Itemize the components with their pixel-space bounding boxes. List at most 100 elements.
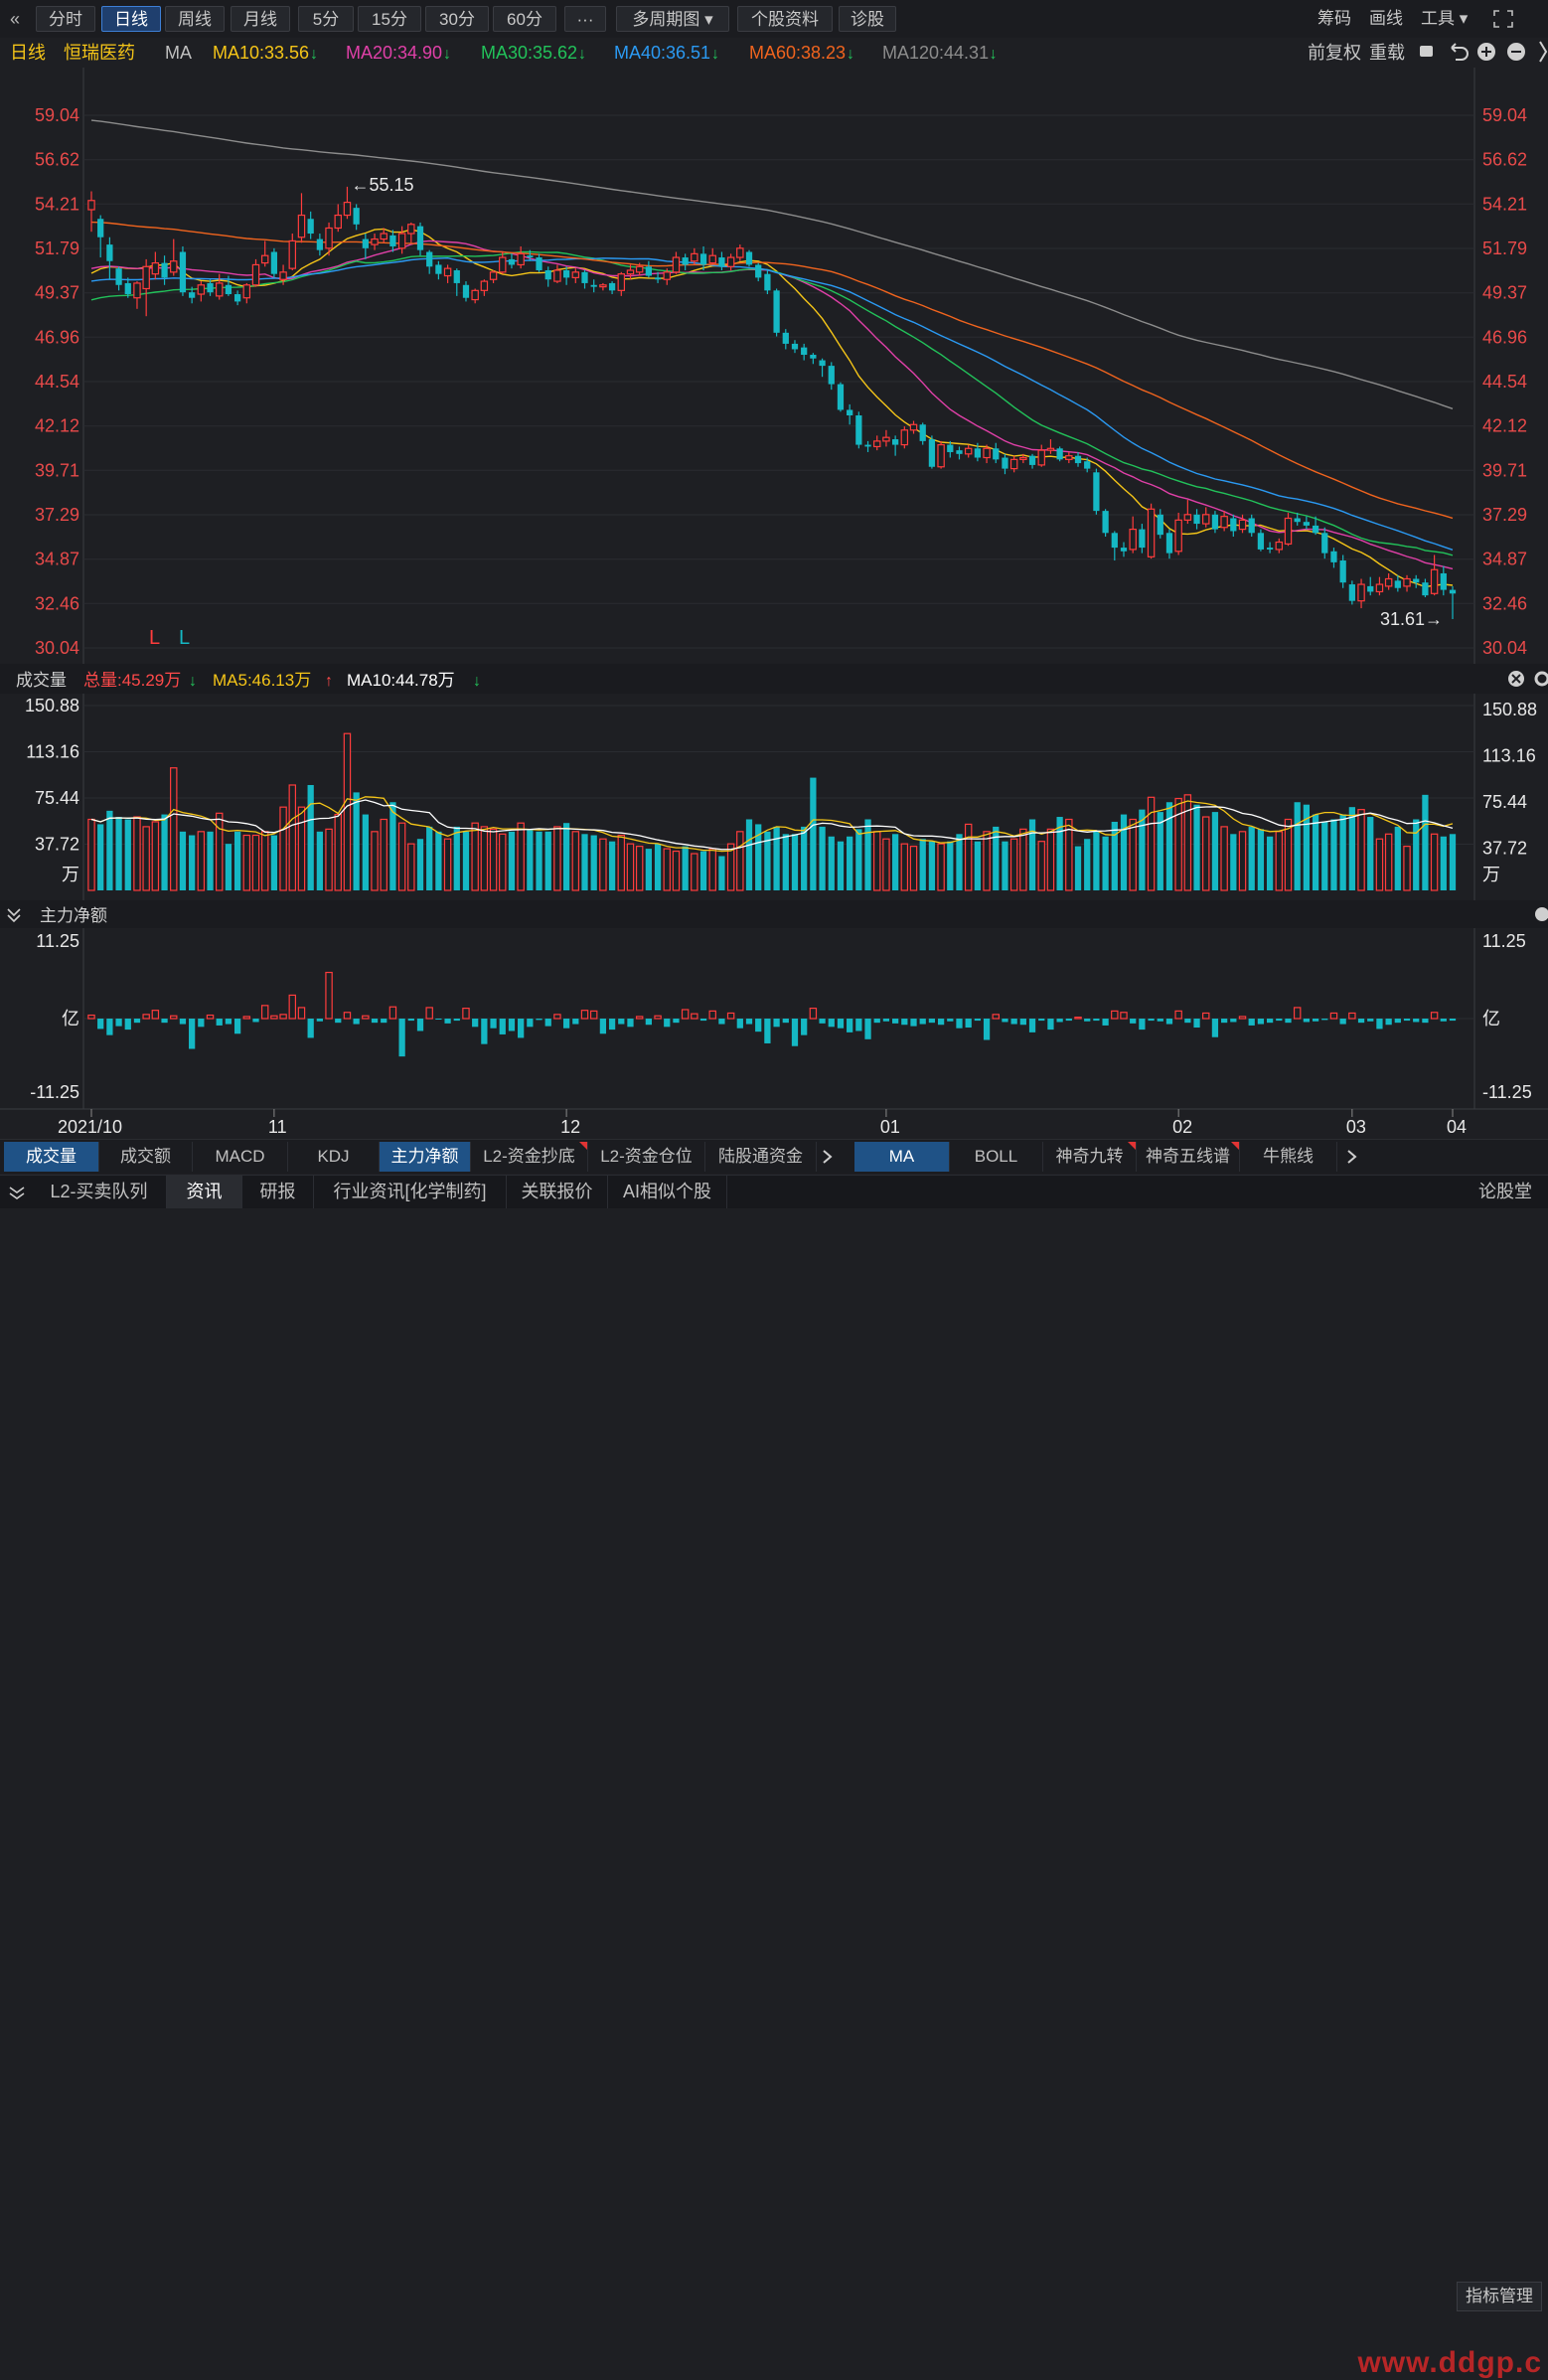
intraday-button[interactable]: 分时 bbox=[36, 6, 95, 32]
price-tick-left: 46.96 bbox=[35, 327, 79, 347]
price-tick-right: 46.96 bbox=[1482, 327, 1527, 347]
flow-bar-negative bbox=[133, 1019, 141, 1024]
close-flow-icon[interactable] bbox=[1535, 907, 1548, 921]
candle-body-up bbox=[626, 269, 635, 275]
multi-period-button[interactable]: 多周期图 ▾ bbox=[616, 6, 729, 32]
bottom-tab-2[interactable]: 研报 bbox=[242, 1176, 314, 1208]
volume-bar-down bbox=[654, 844, 662, 890]
candle-body-up bbox=[736, 247, 744, 258]
indicator-tab-2[interactable]: MACD bbox=[193, 1142, 288, 1172]
flow-bar-negative bbox=[664, 1019, 671, 1028]
flow-bar-negative bbox=[453, 1019, 460, 1022]
candle-body-up bbox=[407, 224, 415, 235]
volume-bar-up bbox=[1174, 797, 1182, 891]
volume-tick-right: 37.72 bbox=[1482, 839, 1527, 859]
flow-bar-positive bbox=[726, 1012, 735, 1020]
indicator-tab-4[interactable]: 主力净额 bbox=[380, 1142, 471, 1172]
indicator-tab-7[interactable]: 陆股通资金 bbox=[705, 1142, 817, 1172]
indicator-tab-3[interactable]: KDJ bbox=[288, 1142, 380, 1172]
bottom-tab-4[interactable]: 关联报价 bbox=[507, 1176, 608, 1208]
flow-bar-negative bbox=[1056, 1019, 1063, 1023]
chart-area[interactable]: 日线 恒瑞医药 MA MA10:33.56 ↓ MA20:34.90 ↓ MA30:35.62… bbox=[0, 38, 1548, 1139]
flow-bar-negative bbox=[1394, 1019, 1401, 1024]
5min-button[interactable]: 5分 bbox=[298, 6, 354, 32]
indicator-manage-button[interactable]: 指标管理 bbox=[1457, 2282, 1542, 2311]
double-chevron-left-icon[interactable]: « bbox=[9, 9, 20, 29]
candle-body-down bbox=[1330, 551, 1337, 562]
candle-body-down bbox=[1157, 514, 1163, 536]
forum-tab[interactable]: 论股堂 bbox=[1478, 1182, 1532, 1201]
indicator-tab-0[interactable]: 成交量 bbox=[4, 1142, 99, 1172]
overlay-tab-2[interactable]: 神奇九转 bbox=[1043, 1142, 1137, 1172]
flow-bar-negative bbox=[499, 1019, 506, 1034]
candle-body-down bbox=[947, 444, 954, 452]
flow-bar-positive bbox=[87, 1014, 95, 1020]
volume-bar-down bbox=[1294, 802, 1301, 890]
flow-bar-negative bbox=[527, 1019, 534, 1028]
weekly-button[interactable]: 周线 bbox=[165, 6, 225, 32]
stock-profile-button[interactable]: 个股资料 bbox=[737, 6, 833, 32]
flow-bar-negative bbox=[335, 1019, 342, 1024]
30min-button[interactable]: 30分 bbox=[425, 6, 489, 32]
chevron-right-icon[interactable] bbox=[821, 1149, 835, 1165]
candle-body-up bbox=[882, 436, 890, 442]
flow-bar-negative bbox=[1303, 1019, 1311, 1023]
candle-body-down bbox=[1422, 582, 1429, 596]
bottom-tab-0[interactable]: L2-买卖队列 bbox=[32, 1176, 167, 1208]
draw-line-button[interactable]: 画线 bbox=[1369, 9, 1403, 28]
lock-icon[interactable] bbox=[1420, 46, 1433, 57]
flow-bar-negative bbox=[1165, 1019, 1173, 1025]
chip-button[interactable]: 筹码 bbox=[1317, 9, 1351, 28]
settings-gear-icon[interactable] bbox=[1534, 671, 1548, 687]
diagnose-button[interactable]: 诊股 bbox=[839, 6, 896, 32]
overlay-tab-3[interactable]: 神奇五线谱 bbox=[1137, 1142, 1240, 1172]
fullscreen-icon[interactable] bbox=[1492, 9, 1514, 29]
kline-chart-svg[interactable]: 日线 恒瑞医药 MA MA10:33.56 ↓ MA20:34.90 ↓ MA30:35.62… bbox=[0, 38, 1548, 1139]
flow-bar-positive bbox=[635, 1016, 644, 1020]
indicator-tab-1[interactable]: 成交额 bbox=[99, 1142, 193, 1172]
volume-bar-down bbox=[1330, 819, 1337, 890]
collapse-chevron-icon[interactable] bbox=[7, 908, 21, 923]
more-button[interactable]: ··· bbox=[564, 6, 606, 32]
flow-bar-negative bbox=[572, 1019, 579, 1025]
flow-bar-negative bbox=[1413, 1019, 1420, 1023]
bottom-tab-1[interactable]: 资讯 bbox=[167, 1176, 242, 1208]
volume-ma5-line bbox=[90, 796, 1454, 853]
undo-icon[interactable] bbox=[1451, 43, 1469, 61]
candle-body-up bbox=[471, 289, 479, 301]
candle-body-down bbox=[435, 264, 442, 274]
indicator-tab-6[interactable]: L2-资金仓位 bbox=[588, 1142, 705, 1172]
collapse-right-icon[interactable] bbox=[1539, 41, 1548, 63]
volume-bar-up bbox=[1037, 841, 1045, 891]
indicator-tab-5[interactable]: L2-资金抄底 bbox=[471, 1142, 588, 1172]
volume-bar-down bbox=[1449, 834, 1457, 890]
15min-button[interactable]: 15分 bbox=[358, 6, 421, 32]
volume-bar-down bbox=[1312, 814, 1319, 890]
flow-bar-negative bbox=[115, 1019, 122, 1027]
overlay-tab-0[interactable]: MA bbox=[854, 1142, 950, 1172]
overlay-tab-1[interactable]: BOLL bbox=[950, 1142, 1043, 1172]
daily-button[interactable]: 日线 bbox=[101, 6, 161, 32]
60min-button[interactable]: 60分 bbox=[493, 6, 556, 32]
ma30-line bbox=[90, 250, 1454, 556]
collapse-chevron-icon[interactable] bbox=[8, 1185, 26, 1200]
flow-bar-negative bbox=[508, 1019, 516, 1031]
volume-bar-down bbox=[782, 834, 789, 890]
chevron-right-icon[interactable] bbox=[1345, 1149, 1359, 1165]
flow-bar-negative bbox=[901, 1019, 908, 1026]
candle-body-down bbox=[1120, 548, 1128, 552]
bottom-tab-5[interactable]: AI相似个股 bbox=[608, 1176, 727, 1208]
volume-bar-up bbox=[215, 812, 224, 891]
volume-bar-up bbox=[471, 822, 479, 891]
candle-body-down bbox=[508, 258, 516, 265]
candle-body-up bbox=[964, 447, 973, 455]
candle-body-down bbox=[562, 269, 570, 278]
overlay-tab-4[interactable]: 牛熊线 bbox=[1240, 1142, 1337, 1172]
high-price-label: ←55.15 bbox=[351, 175, 413, 195]
candle-body-down bbox=[1248, 518, 1255, 534]
monthly-button[interactable]: 月线 bbox=[231, 6, 290, 32]
candle-body-down bbox=[718, 257, 725, 267]
bottom-tab-3[interactable]: 行业资讯[化学制药] bbox=[314, 1176, 507, 1208]
candle-body-up bbox=[909, 423, 918, 431]
tools-menu-button[interactable]: 工具 ▾ bbox=[1421, 9, 1469, 28]
